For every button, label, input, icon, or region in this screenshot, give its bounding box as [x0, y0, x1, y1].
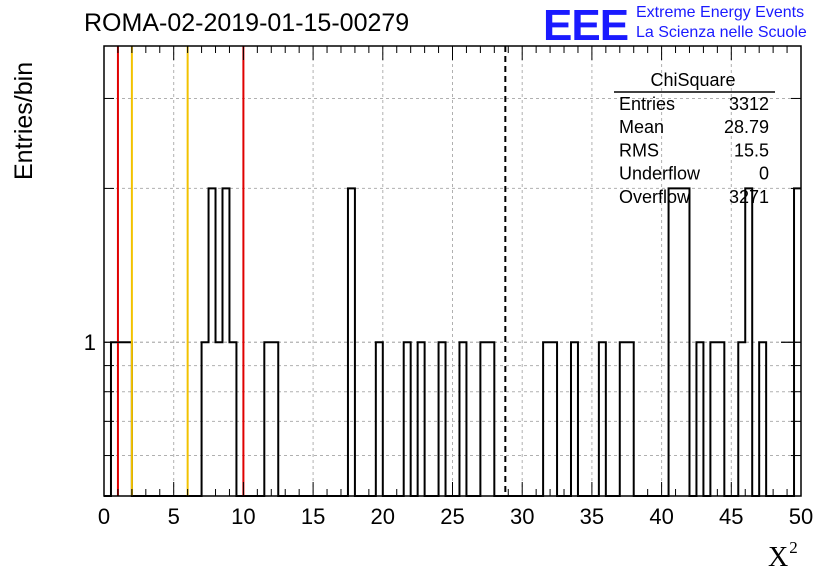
- marker-lines: [116, 46, 507, 496]
- x-axis-label-superscript: 2: [789, 538, 798, 557]
- stats-box-name: ChiSquare: [650, 70, 735, 90]
- stats-row-value: 28.79: [724, 117, 769, 137]
- x-tick-label: 20: [371, 504, 395, 529]
- x-tick-label: 40: [649, 504, 673, 529]
- stats-row-value: 15.5: [734, 140, 769, 160]
- x-tick-label: 50: [789, 504, 813, 529]
- stats-row-value: 3271: [729, 187, 769, 207]
- x-tick-label: 35: [580, 504, 604, 529]
- stats-box: ChiSquare Entries 3312 Mean 28.79 RMS 15.5 Unde…: [614, 70, 775, 207]
- logo-line-1: Extreme Energy Events: [636, 4, 805, 21]
- stats-row-label: RMS: [619, 140, 659, 160]
- x-tick-label: 15: [301, 504, 325, 529]
- stats-row-label: Entries: [619, 94, 675, 114]
- x-axis-label-base: X: [768, 542, 789, 573]
- logo-line-2: La Scienza nelle Scuole: [636, 24, 807, 41]
- histogram-outline: [104, 187, 801, 497]
- x-tick-label: 45: [719, 504, 743, 529]
- histogram-bars: [104, 187, 801, 497]
- x-tick-label: 25: [440, 504, 464, 529]
- stats-row-label: Overflow: [619, 187, 691, 207]
- x-axis-label: X2: [768, 538, 798, 574]
- eee-logo: EEE: [543, 1, 629, 50]
- axes: 0 5 10 15 20 25 30 35 40 45 50 1: [84, 45, 813, 529]
- stats-row-value: 0: [759, 164, 769, 184]
- x-tick-label: 30: [510, 504, 534, 529]
- x-tick-label: 0: [98, 504, 110, 529]
- x-tick-label: 10: [231, 504, 255, 529]
- y-tick-label: 1: [84, 330, 96, 355]
- stats-row-value: 3312: [729, 94, 769, 114]
- stats-row-label: Mean: [619, 117, 664, 137]
- chart-title: ROMA-02-2019-01-15-00279: [84, 9, 410, 37]
- x-tick-label: 5: [168, 504, 180, 529]
- stats-row-label: Underflow: [619, 164, 701, 184]
